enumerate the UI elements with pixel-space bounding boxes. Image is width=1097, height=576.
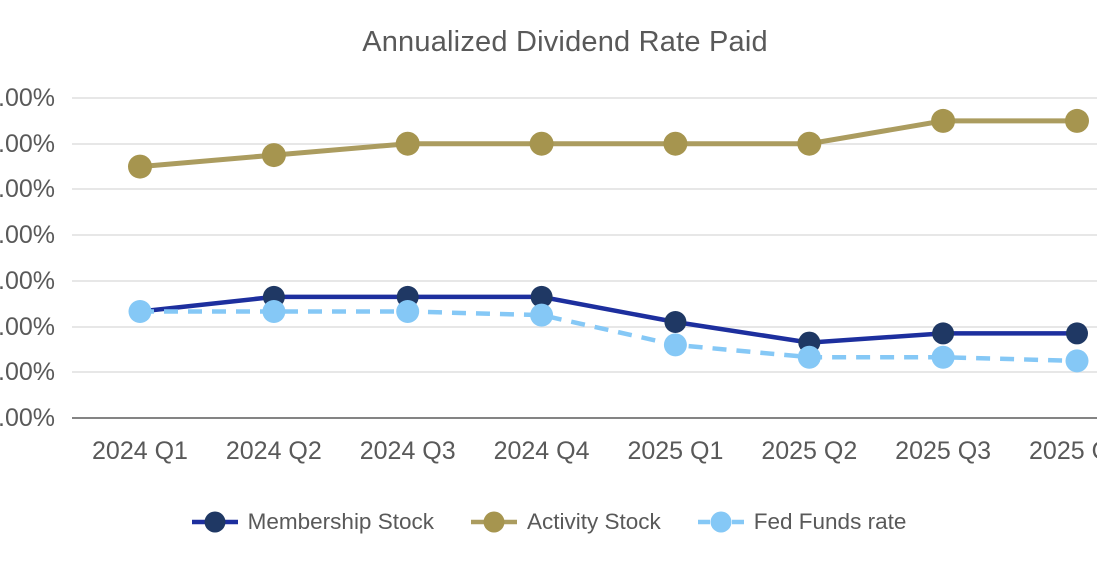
x-tick-label: 2025 Q3: [895, 437, 992, 465]
x-tick-label: 2025 Q4: [1029, 437, 1097, 465]
series-line-activity-stock: [139, 118, 1077, 170]
series-line-membership-stock: [139, 294, 1077, 345]
gridline: [72, 279, 1097, 282]
fed-funds-rate-marker-icon: [697, 511, 744, 533]
gridline: [72, 325, 1097, 328]
x-tick-label: 2024 Q3: [359, 437, 456, 465]
membership-stock-marker-icon: [191, 511, 238, 533]
data-point-fed-funds-rate: [128, 300, 152, 323]
y-tick-label: 6.00%: [0, 266, 55, 295]
data-point-activity-stock: [1065, 108, 1089, 133]
activity-stock-marker-icon: [470, 511, 517, 533]
gridline: [72, 371, 1097, 374]
data-point-fed-funds-rate: [931, 345, 955, 369]
data-point-fed-funds-rate: [797, 345, 821, 369]
data-point-membership-stock: [530, 285, 553, 308]
y-tick-label: 7.00%: [0, 221, 55, 250]
data-point-activity-stock: [797, 131, 822, 156]
data-point-activity-stock: [261, 143, 286, 168]
y-tick-label: 10.00%: [0, 84, 55, 112]
series-line-fed-funds-rate: [140, 309, 1078, 364]
data-point-activity-stock: [663, 131, 688, 156]
gridline: [72, 188, 1097, 191]
legend-item-activity-stock: Activity Stock: [470, 509, 661, 535]
x-tick-label: 2025 Q2: [761, 437, 858, 465]
legend-label-fed-funds-rate: Fed Funds rate: [753, 509, 907, 534]
chart-title: Annualized Dividend Rate Paid: [362, 26, 768, 58]
data-point-fed-funds-rate: [262, 300, 286, 323]
gridline: [72, 234, 1097, 237]
data-point-membership-stock: [932, 322, 955, 345]
y-tick-label: 5.00%: [0, 312, 55, 341]
data-point-activity-stock: [931, 108, 956, 133]
y-tick-label: 9.00%: [0, 129, 55, 158]
legend-item-fed-funds-rate: Fed Funds rate: [697, 509, 907, 535]
gridline: [72, 97, 1097, 99]
x-tick-label: 2024 Q2: [225, 437, 322, 465]
y-tick-label: 8.00%: [0, 175, 55, 204]
x-tick-label: 2024 Q4: [493, 437, 590, 465]
data-point-fed-funds-rate: [663, 333, 687, 357]
data-point-fed-funds-rate: [530, 303, 554, 327]
data-point-fed-funds-rate: [1065, 349, 1089, 373]
x-tick-label: 2024 Q1: [92, 437, 188, 465]
y-tick-label: 3.00%: [0, 404, 55, 432]
data-point-membership-stock: [664, 311, 687, 333]
data-point-membership-stock: [1066, 322, 1088, 345]
data-point-fed-funds-rate: [396, 300, 420, 323]
y-tick-label: 4.00%: [0, 358, 55, 387]
legend-label-membership-stock: Membership Stock: [247, 509, 434, 534]
data-point-activity-stock: [395, 131, 420, 156]
x-axis-line: [72, 417, 1097, 419]
x-tick-label: 2025 Q1: [627, 437, 724, 465]
legend-label-activity-stock: Activity Stock: [526, 509, 661, 534]
legend-item-membership-stock: Membership Stock: [191, 509, 434, 535]
chart-legend: Membership Stock Activity Stock Fed Fund…: [0, 499, 1097, 545]
data-point-activity-stock: [529, 131, 554, 156]
data-point-activity-stock: [128, 154, 152, 179]
